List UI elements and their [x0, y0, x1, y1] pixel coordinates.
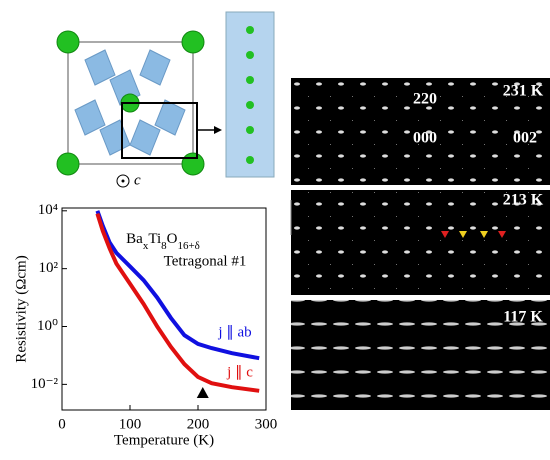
- subtitle: Tetragonal #1: [164, 253, 247, 269]
- y-tick-label: 10²: [39, 260, 59, 276]
- x-tick-label: 100: [119, 416, 142, 432]
- x-tick-label: 300: [255, 416, 278, 432]
- series-label: j ∥ ab: [217, 324, 251, 340]
- y-tick-label: 10⁻²: [31, 376, 59, 392]
- x-axis-label: Temperature (K): [114, 432, 214, 448]
- transition-marker: [197, 387, 209, 398]
- formula: BaxTi8O16+δ: [126, 231, 200, 251]
- x-tick-label: 0: [58, 416, 66, 432]
- series-label: j ∥ c: [226, 364, 253, 380]
- diffraction: 231 K 220 000 002 213 K 117 K: [291, 78, 550, 410]
- subscript: 16+δ: [177, 240, 199, 252]
- figure: c 231 K 220 000 002 213 K 117 K Temperat…: [0, 0, 550, 455]
- index-label: 220: [413, 91, 437, 108]
- temperature-label: 117 K: [503, 309, 543, 326]
- y-axis-label: Resistivity (Ωcm): [13, 255, 29, 362]
- formula-part: Ti: [148, 231, 161, 247]
- y-tick-label: 10⁰: [37, 318, 58, 334]
- x-tick-label: 200: [187, 416, 210, 432]
- crystal-structure: c: [57, 12, 274, 188]
- temperature-label: 231 K: [503, 83, 544, 100]
- axis-label: c: [134, 172, 141, 188]
- index-label: 002: [513, 130, 537, 147]
- y-tick-label: 10⁴: [38, 202, 58, 218]
- formula-part: O: [167, 231, 178, 247]
- formula-part: Ba: [126, 231, 143, 247]
- temperature-label: 213 K: [503, 192, 544, 209]
- index-label: 000: [413, 130, 437, 147]
